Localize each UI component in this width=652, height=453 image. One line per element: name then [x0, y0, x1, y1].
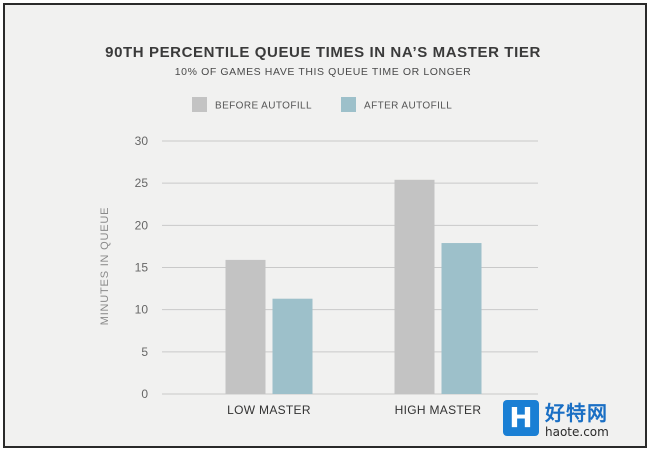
category-labels: LOW MASTER HIGH MASTER — [227, 403, 481, 417]
y-tick-label: 10 — [135, 303, 149, 317]
legend-label: AFTER AUTOFILL — [364, 101, 452, 112]
bars — [225, 179, 482, 394]
category-label: LOW MASTER — [227, 403, 311, 417]
y-axis-label: MINUTES IN QUEUE — [99, 207, 111, 326]
bar-after-autofill — [272, 298, 313, 394]
y-axis-ticks: 0 5 10 15 20 25 30 — [135, 134, 149, 401]
watermark-logo-icon: H — [503, 400, 539, 436]
category-label: HIGH MASTER — [395, 403, 482, 417]
chart-subtitle: 10% OF GAMES HAVE THIS QUEUE TIME OR LON… — [175, 66, 472, 78]
legend-swatch — [341, 97, 356, 112]
y-tick-label: 5 — [141, 345, 148, 359]
y-tick-label: 15 — [135, 261, 149, 275]
gridlines — [162, 140, 538, 395]
legend-label: BEFORE AUTOFILL — [215, 101, 312, 112]
legend: BEFORE AUTOFILL AFTER AUTOFILL — [192, 97, 452, 112]
y-tick-label: 25 — [135, 176, 149, 190]
bar-after-autofill — [441, 243, 482, 394]
y-tick-label: 20 — [135, 218, 149, 232]
watermark-url: haote.com — [545, 425, 609, 439]
bar-before-autofill — [394, 179, 435, 394]
legend-swatch — [192, 97, 207, 112]
watermark-name: 好特网 — [545, 401, 608, 425]
y-tick-label: 0 — [141, 387, 148, 401]
y-tick-label: 30 — [135, 134, 149, 148]
chart-title: 90TH PERCENTILE QUEUE TIMES IN NA’S MAST… — [105, 44, 541, 61]
watermark: H 好特网 haote.com — [503, 397, 645, 445]
bar-before-autofill — [225, 259, 266, 394]
